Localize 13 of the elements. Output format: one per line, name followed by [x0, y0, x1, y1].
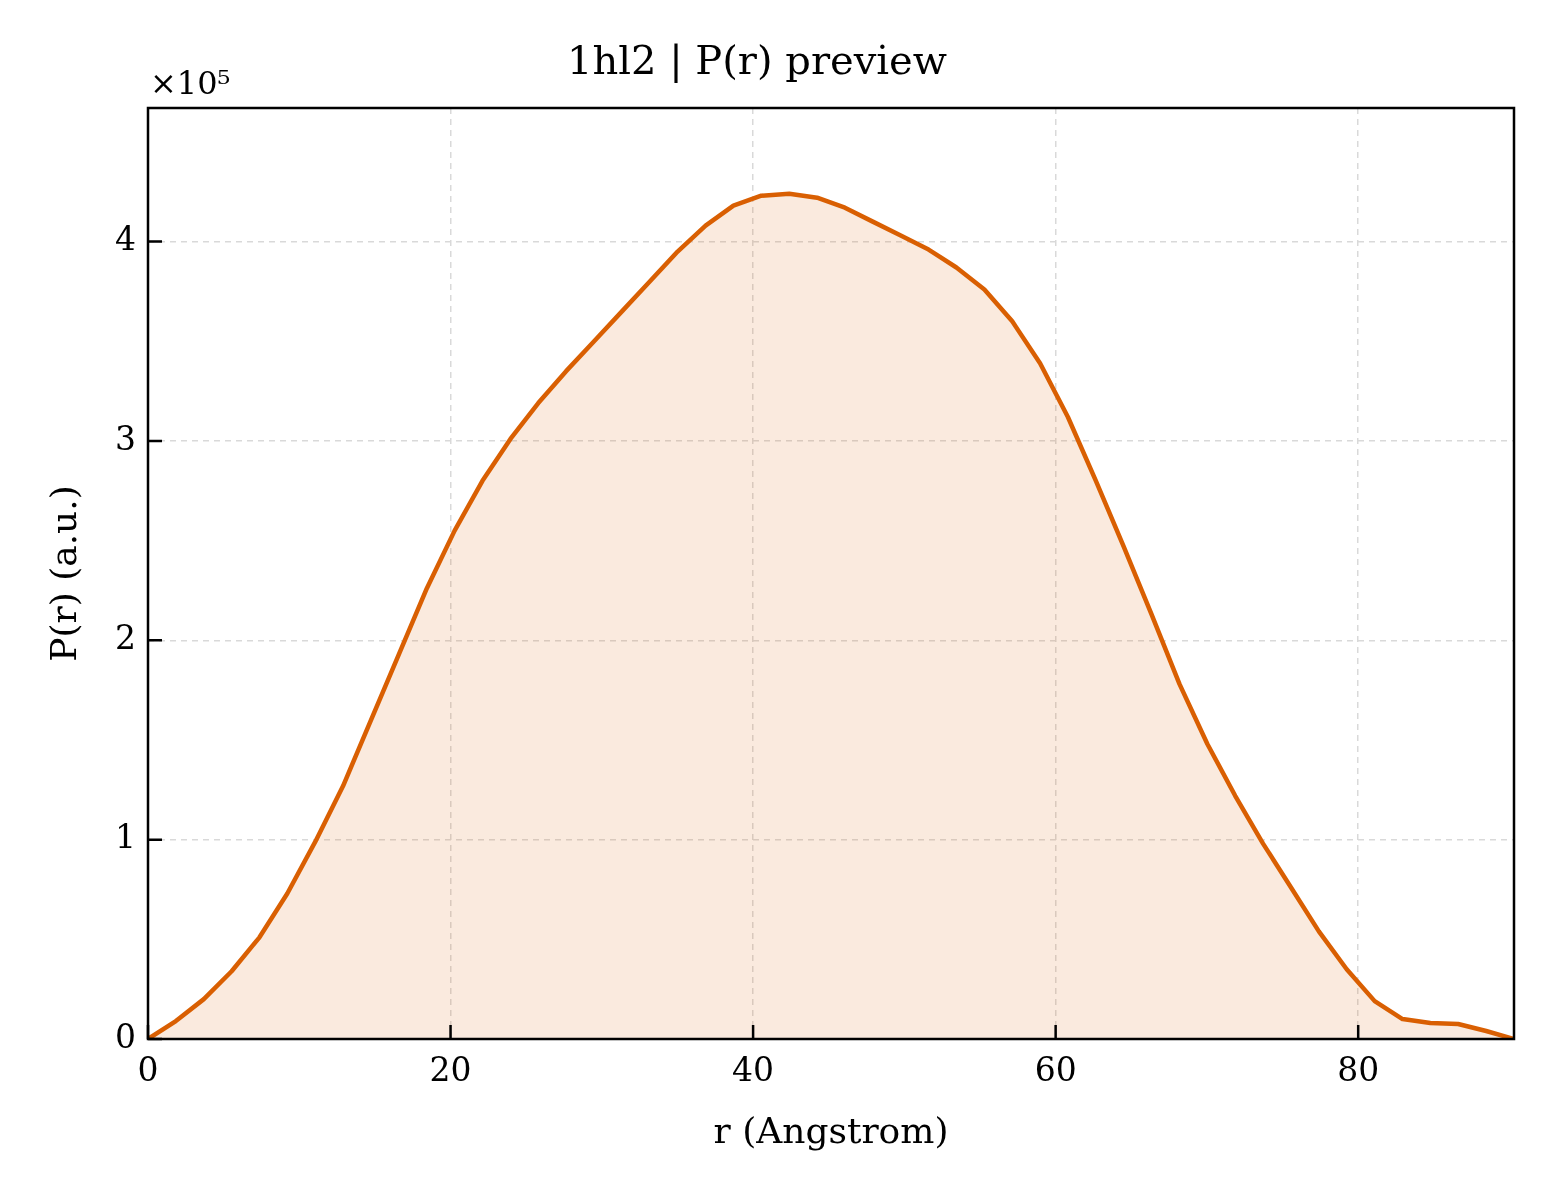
x-tick-label: 20: [429, 1050, 472, 1090]
x-axis-title: r (Angstrom): [713, 1109, 949, 1151]
y-axis-title: P(r) (a.u.): [42, 485, 84, 662]
text: ×10⁵: [150, 64, 231, 102]
x-tick-label: 60: [1034, 1050, 1077, 1090]
y-tick-label: 2: [115, 617, 136, 657]
x-tick-label: 40: [732, 1050, 775, 1090]
chart-title: 1hl2 | P(r) preview: [566, 37, 948, 84]
y-tick-label: 3: [115, 418, 136, 458]
y-tick-label: 0: [115, 1016, 136, 1056]
y-tick-label: 1: [115, 817, 136, 857]
y-tick-label: 4: [115, 219, 136, 259]
x-tick-label: 80: [1337, 1050, 1380, 1090]
